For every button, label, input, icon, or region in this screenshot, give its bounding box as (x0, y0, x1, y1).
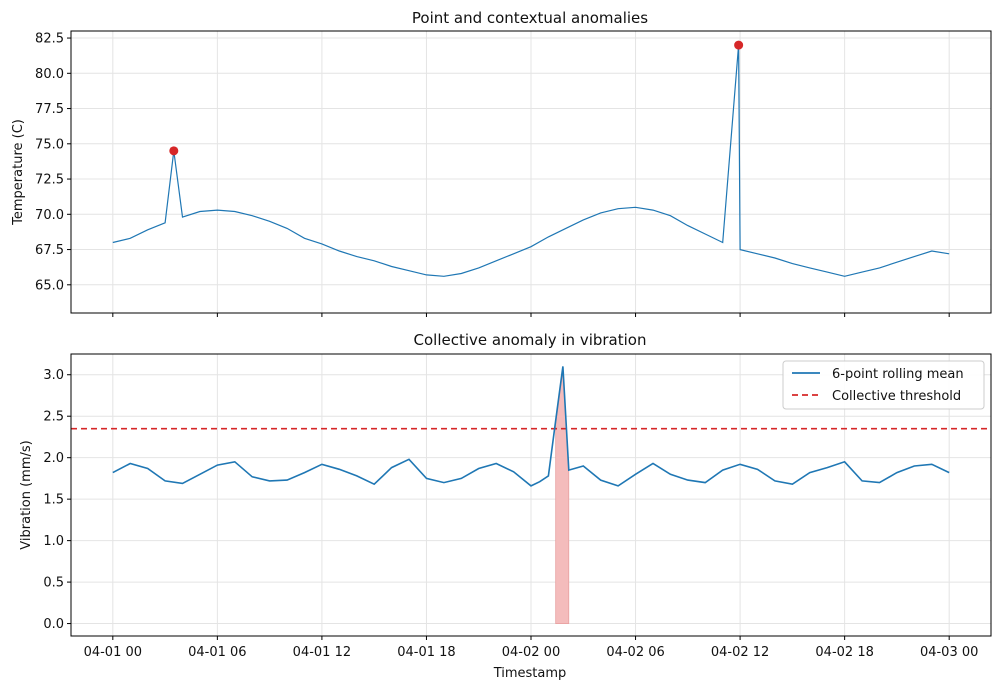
vibration-grid (71, 354, 991, 636)
legend-box (782, 360, 985, 410)
temperature-panel: Point and contextual anomalies 65.0 67.5 7… (11, 9, 992, 317)
vibration-y-ticks: 0.0 0.5 1.0 1.5 2.0 2.5 3.0 (43, 368, 71, 632)
anomaly-point (169, 146, 179, 156)
vibration-chart-title: Collective anomaly in vibration (414, 331, 647, 349)
x-tick-label: 04-01 18 (397, 645, 455, 660)
y-tick-label: 77.5 (35, 102, 64, 117)
y-tick-label: 75.0 (35, 137, 64, 152)
x-tick-label: 04-01 12 (293, 645, 351, 660)
x-tick-label: 04-02 00 (502, 645, 560, 660)
legend-label-rolling-mean: 6-point rolling mean (832, 367, 964, 382)
y-tick-label: 1.5 (43, 493, 64, 508)
y-tick-label: 2.5 (43, 410, 64, 425)
x-tick-label: 04-01 06 (188, 645, 246, 660)
temperature-series-line (112, 45, 950, 277)
y-tick-label: 72.5 (35, 173, 64, 188)
temperature-x-ticks (112, 313, 950, 317)
temperature-anomaly-markers (169, 40, 744, 156)
y-tick-label: 65.0 (35, 278, 64, 293)
legend-label-threshold: Collective threshold (832, 389, 961, 404)
vibration-panel: Collective anomaly in vibration 0.0 0.5 1.… (19, 331, 992, 681)
temperature-grid (71, 31, 991, 313)
x-tick-label: 04-02 12 (711, 645, 769, 660)
vibration-x-ticks: 04-01 00 04-01 06 04-01 12 04-01 18 04-02 00… (84, 636, 978, 660)
y-tick-label: 82.5 (35, 32, 64, 47)
x-tick-label: 04-02 18 (815, 645, 873, 660)
temperature-axes-frame (70, 30, 992, 314)
y-tick-label: 1.0 (43, 534, 64, 549)
y-tick-label: 80.0 (35, 67, 64, 82)
x-axis-label: Timestamp (493, 666, 567, 681)
y-tick-label: 2.0 (43, 451, 64, 466)
y-tick-label: 70.0 (35, 208, 64, 223)
vibration-y-axis-label: Vibration (mm/s) (19, 440, 34, 549)
y-tick-label: 67.5 (35, 243, 64, 258)
temperature-chart-title: Point and contextual anomalies (412, 9, 648, 27)
vibration-axes-frame (70, 353, 992, 637)
rolling-mean-line (112, 366, 950, 487)
temperature-y-ticks: 65.0 67.5 70.0 72.5 75.0 77.5 80.0 82.5 (35, 32, 71, 293)
x-tick-label: 04-02 06 (606, 645, 664, 660)
y-tick-label: 3.0 (43, 368, 64, 383)
x-tick-label: 04-03 00 (920, 645, 978, 660)
anomaly-point (734, 40, 744, 50)
temperature-y-axis-label: Temperature (C) (11, 119, 26, 226)
x-tick-label: 04-01 00 (84, 645, 142, 660)
legend: 6-point rolling mean Collective threshol… (782, 360, 985, 410)
y-tick-label: 0.0 (43, 617, 64, 632)
y-tick-label: 0.5 (43, 576, 64, 591)
